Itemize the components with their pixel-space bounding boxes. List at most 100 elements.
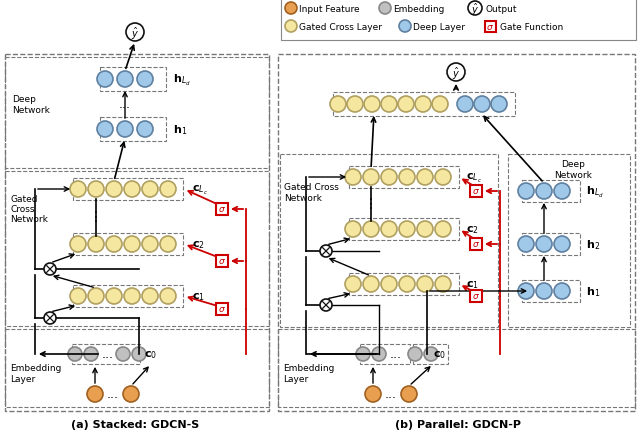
Text: ...: ... xyxy=(119,98,131,111)
Text: $\mathbf{c}_{L_c}$: $\mathbf{c}_{L_c}$ xyxy=(466,171,482,184)
Text: $\mathbf{c}_2$: $\mathbf{c}_2$ xyxy=(192,239,205,251)
Text: Layer: Layer xyxy=(283,374,308,384)
Circle shape xyxy=(117,122,133,138)
Circle shape xyxy=(68,347,82,361)
Circle shape xyxy=(356,347,370,361)
FancyBboxPatch shape xyxy=(470,238,482,251)
Text: Input Feature: Input Feature xyxy=(299,4,360,14)
Circle shape xyxy=(372,347,386,361)
Circle shape xyxy=(345,170,361,186)
Text: $\mathbf{h}_2$: $\mathbf{h}_2$ xyxy=(586,237,600,251)
Text: $\mathbf{c}_1$: $\mathbf{c}_1$ xyxy=(192,290,205,302)
Circle shape xyxy=(381,170,397,186)
Text: ⋮: ⋮ xyxy=(364,197,378,211)
Text: (a) Stacked: GDCN-S: (a) Stacked: GDCN-S xyxy=(71,419,199,429)
Text: Gated Cross: Gated Cross xyxy=(284,183,339,192)
Circle shape xyxy=(554,237,570,252)
Circle shape xyxy=(123,386,139,402)
Text: Embedding: Embedding xyxy=(283,364,334,373)
Circle shape xyxy=(44,312,56,324)
Text: $\mathbf{h}_{L_d}$: $\mathbf{h}_{L_d}$ xyxy=(586,184,604,199)
Text: $\mathbf{c}_1$: $\mathbf{c}_1$ xyxy=(466,279,479,290)
Text: ...: ... xyxy=(102,348,114,360)
FancyBboxPatch shape xyxy=(484,21,495,32)
Text: $\sigma$: $\sigma$ xyxy=(486,22,494,32)
Circle shape xyxy=(435,222,451,237)
Circle shape xyxy=(285,21,297,33)
Circle shape xyxy=(365,386,381,402)
Circle shape xyxy=(379,3,391,15)
Circle shape xyxy=(345,276,361,292)
Text: Network: Network xyxy=(10,215,48,224)
Circle shape xyxy=(363,276,379,292)
Text: Cross: Cross xyxy=(10,205,35,214)
Text: $\hat{y}$: $\hat{y}$ xyxy=(452,65,460,81)
Circle shape xyxy=(457,97,473,113)
Text: $\mathbf{h}_1$: $\mathbf{h}_1$ xyxy=(586,284,600,298)
Circle shape xyxy=(70,288,86,304)
Circle shape xyxy=(417,276,433,292)
Text: $\hat{y}$: $\hat{y}$ xyxy=(131,25,139,42)
FancyBboxPatch shape xyxy=(470,186,482,198)
Text: $\sigma$: $\sigma$ xyxy=(472,292,480,301)
Circle shape xyxy=(415,97,431,113)
Text: $\mathbf{c}_0$: $\mathbf{c}_0$ xyxy=(144,348,157,360)
Circle shape xyxy=(106,237,122,252)
Circle shape xyxy=(124,237,140,252)
Text: (b) Parallel: GDCN-P: (b) Parallel: GDCN-P xyxy=(395,419,521,429)
FancyBboxPatch shape xyxy=(216,204,228,215)
Circle shape xyxy=(554,184,570,200)
Circle shape xyxy=(44,263,56,276)
Circle shape xyxy=(320,245,332,258)
Circle shape xyxy=(88,288,104,304)
Circle shape xyxy=(401,386,417,402)
Circle shape xyxy=(70,237,86,252)
Circle shape xyxy=(435,170,451,186)
Circle shape xyxy=(518,283,534,299)
Circle shape xyxy=(518,237,534,252)
Text: $\mathbf{h}_{L_d}$: $\mathbf{h}_{L_d}$ xyxy=(173,72,191,87)
Circle shape xyxy=(554,283,570,299)
Circle shape xyxy=(381,222,397,237)
FancyBboxPatch shape xyxy=(216,303,228,315)
Circle shape xyxy=(435,276,451,292)
Circle shape xyxy=(142,237,158,252)
Circle shape xyxy=(137,72,153,88)
Circle shape xyxy=(88,182,104,198)
Circle shape xyxy=(363,170,379,186)
Circle shape xyxy=(124,288,140,304)
Text: ...: ... xyxy=(107,388,119,401)
Circle shape xyxy=(381,97,397,113)
Text: $\sigma$: $\sigma$ xyxy=(218,257,226,266)
Text: $\sigma$: $\sigma$ xyxy=(218,205,226,214)
FancyBboxPatch shape xyxy=(216,255,228,267)
Circle shape xyxy=(320,299,332,311)
Circle shape xyxy=(364,97,380,113)
Circle shape xyxy=(106,182,122,198)
Circle shape xyxy=(491,97,507,113)
Text: $\mathbf{c}_{L_c}$: $\mathbf{c}_{L_c}$ xyxy=(192,183,208,196)
Text: Gate Function: Gate Function xyxy=(500,22,563,32)
Circle shape xyxy=(408,347,422,361)
Text: Embedding: Embedding xyxy=(393,4,444,14)
Text: ⋮: ⋮ xyxy=(89,210,103,224)
Circle shape xyxy=(124,182,140,198)
Text: $\hat{y}$: $\hat{y}$ xyxy=(471,1,479,18)
Text: ...: ... xyxy=(390,348,402,360)
Circle shape xyxy=(70,182,86,198)
Circle shape xyxy=(84,347,98,361)
Text: Network: Network xyxy=(12,106,50,115)
Circle shape xyxy=(142,288,158,304)
Circle shape xyxy=(518,184,534,200)
Circle shape xyxy=(417,222,433,237)
Text: Network: Network xyxy=(284,194,322,203)
Text: $\mathbf{c}_0$: $\mathbf{c}_0$ xyxy=(433,348,446,360)
Circle shape xyxy=(536,283,552,299)
Text: Deep: Deep xyxy=(12,95,36,104)
FancyBboxPatch shape xyxy=(470,290,482,302)
Circle shape xyxy=(160,237,176,252)
Circle shape xyxy=(88,237,104,252)
Circle shape xyxy=(417,170,433,186)
Circle shape xyxy=(399,21,411,33)
Circle shape xyxy=(97,122,113,138)
